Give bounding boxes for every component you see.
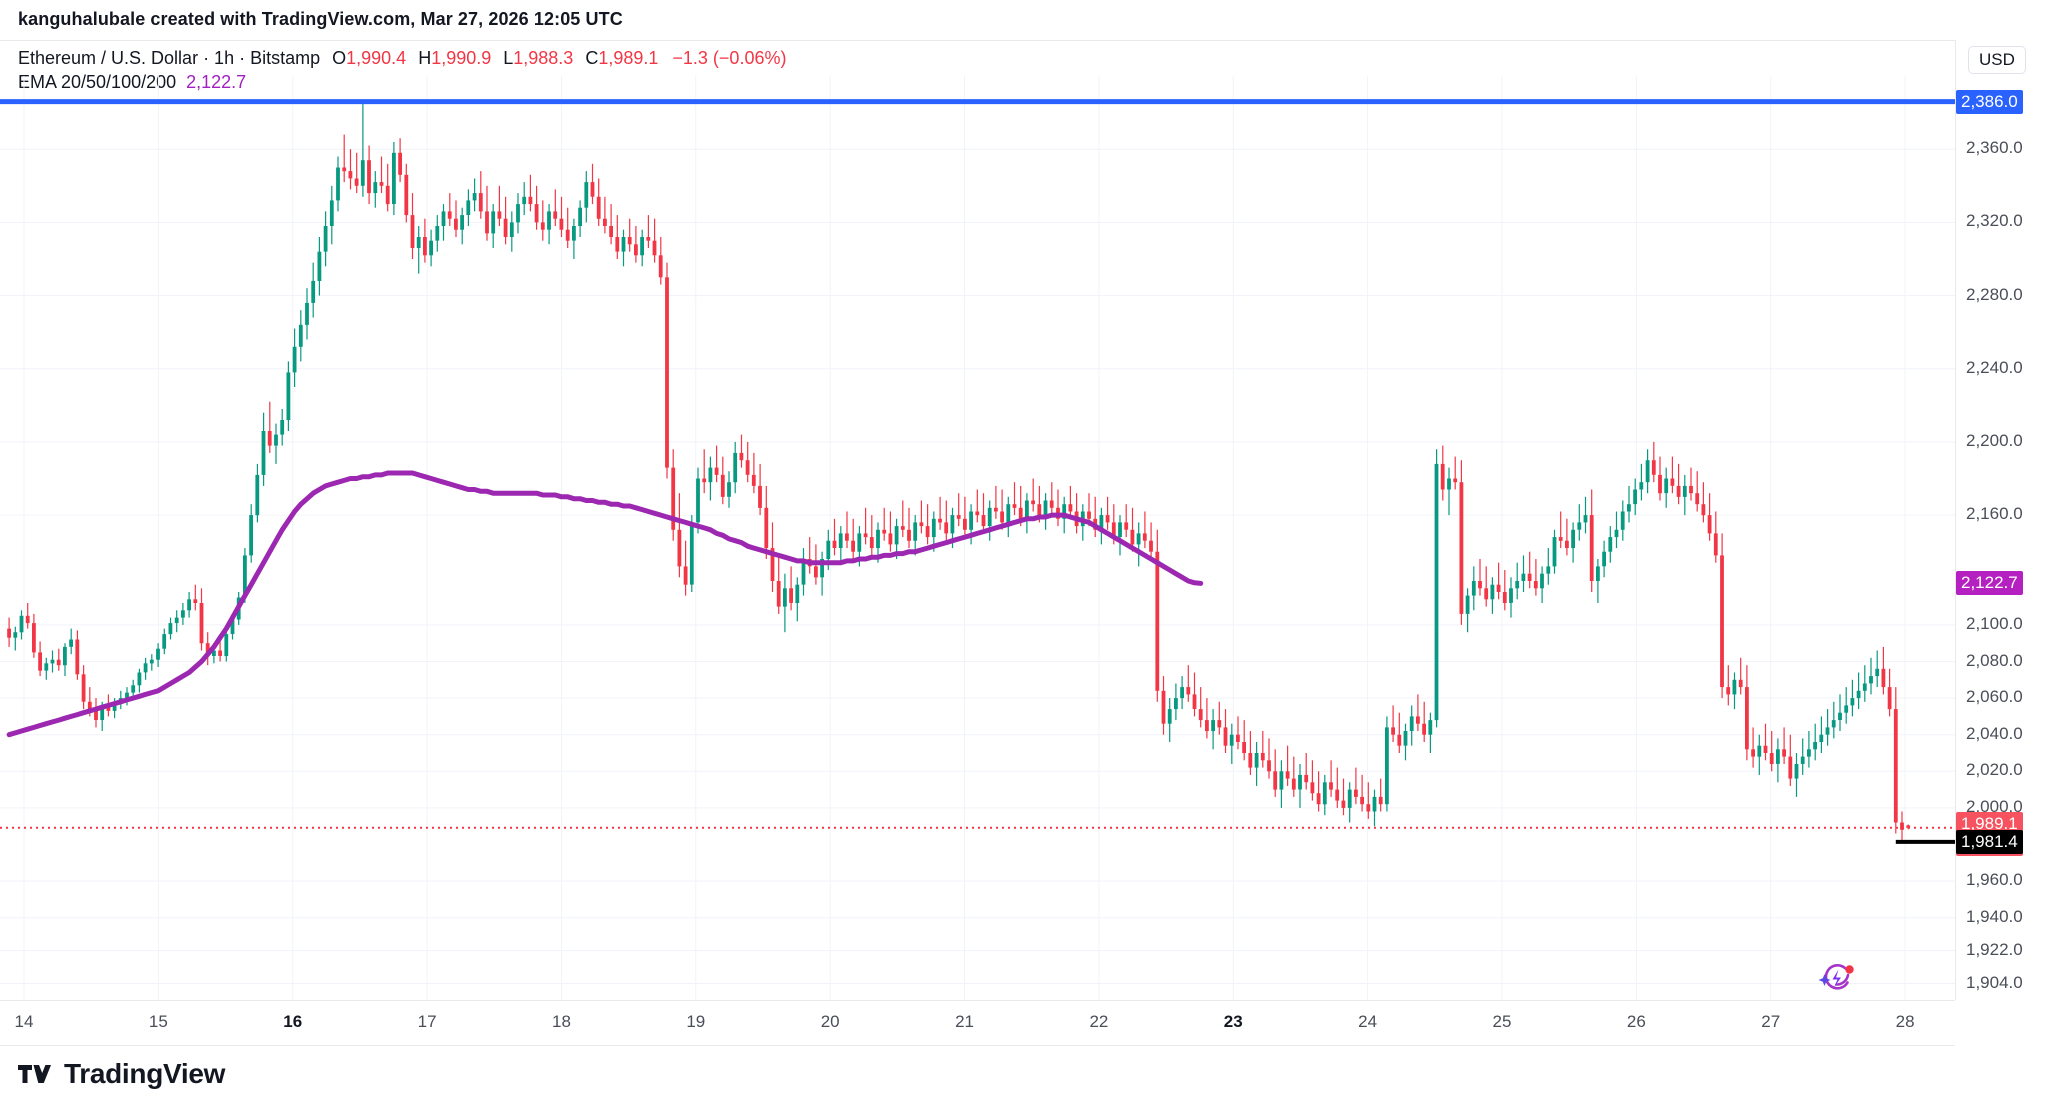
ema-value-badge-value: 2,122.7	[1961, 573, 2018, 593]
price-tick-label: 2,060.0	[1966, 687, 2023, 707]
price-tick-label: 2,200.0	[1966, 430, 2023, 450]
time-tick-label: 20	[820, 1012, 840, 1031]
price-tick-label: 2,040.0	[1966, 723, 2023, 743]
tradingview-logo-icon	[18, 1065, 51, 1083]
price-tick-label: 1,904.0	[1966, 972, 2023, 992]
legend-ema-value: 2,122.7	[186, 72, 247, 92]
price-tick-label: 2,080.0	[1966, 650, 2023, 670]
legend-low-key: L	[503, 48, 514, 68]
time-tick-label: 16	[283, 1012, 303, 1031]
time-scale[interactable]: 14 15 16 17 18 19 20 21 22 23 24 25 26 27 28	[0, 1000, 1955, 1046]
candlestick-svg	[0, 76, 1955, 1000]
legend-high-value: 1,990.9	[431, 48, 492, 68]
time-tick-label: 27	[1761, 1012, 1781, 1031]
time-tick-label: 26	[1626, 1012, 1646, 1031]
time-tick-label: 14	[14, 1012, 34, 1031]
price-tick-label: 2,000.0	[1966, 796, 2023, 816]
price-tick-label: 1,960.0	[1966, 870, 2023, 890]
price-tick-label: 1,922.0	[1966, 939, 2023, 959]
resistance-line-badge-value: 2,386.0	[1961, 91, 2018, 111]
ai-lightning-icon[interactable]	[1812, 956, 1858, 1002]
legend-symbol-title: Ethereum / U.S. Dollar · 1h · Bitstamp	[18, 48, 321, 68]
grid-lines	[0, 148, 1955, 984]
time-tick-label: 18	[551, 1012, 571, 1031]
time-tick-label: 22	[1089, 1012, 1109, 1031]
time-tick-label: 24	[1358, 1012, 1378, 1031]
price-tick-label: 2,020.0	[1966, 760, 2023, 780]
ema-value-badge[interactable]: 2,122.7	[1956, 571, 2023, 596]
price-tick-label: 2,100.0	[1966, 613, 2023, 633]
currency-chip[interactable]: USD	[1968, 46, 2026, 74]
legend-high-key: H	[418, 48, 432, 68]
price-tick-label: 2,320.0	[1966, 211, 2023, 231]
time-tick-label: 28	[1895, 1012, 1915, 1031]
bid-price-badge-value: 1,981.4	[1961, 831, 2018, 851]
tradingview-wordmark: TradingView	[64, 1058, 226, 1089]
attribution-text: kanguhalubale created with TradingView.c…	[18, 9, 623, 29]
price-scale[interactable]: USD 2,360.0 2,320.0 2,280.0 2,240.0 2,200.0 2…	[1955, 40, 2048, 1000]
legend-symbol-row[interactable]: Ethereum / U.S. Dollar · 1h · Bitstamp O1…	[18, 46, 786, 70]
time-tick-label: 25	[1492, 1012, 1512, 1031]
header-divider	[0, 40, 2048, 41]
price-tick-label: 2,240.0	[1966, 357, 2023, 377]
price-tick-label: 2,280.0	[1966, 284, 2023, 304]
resistance-line-badge[interactable]: 2,386.0	[1956, 89, 2023, 114]
price-tick-label: 2,360.0	[1966, 138, 2023, 158]
bid-price-badge[interactable]: 1,981.4	[1956, 829, 2023, 854]
legend-low-value: 1,988.3	[513, 48, 574, 68]
legend-open-value: 1,990.4	[346, 48, 407, 68]
time-tick-label: 15	[148, 1012, 168, 1031]
price-tick-label: 1,940.0	[1966, 906, 2023, 926]
last-price-badge-value: 1,989.1	[1961, 813, 2018, 833]
ema-line	[6, 470, 1204, 738]
legend-change: −1.3 (−0.06%)	[672, 48, 787, 68]
legend-open-key: O	[332, 48, 347, 68]
legend-indicator-row[interactable]: EMA 20/50/100/200 2,122.7	[18, 70, 786, 94]
legend-close-value: 1,989.1	[598, 48, 659, 68]
chart-plot-area[interactable]	[0, 76, 1955, 1000]
time-tick-label: 19	[686, 1012, 706, 1031]
chart-legend: Ethereum / U.S. Dollar · 1h · Bitstamp O1…	[18, 46, 786, 94]
legend-ema-name: EMA 20/50/100/200	[18, 72, 177, 92]
time-tick-label: 23	[1223, 1012, 1243, 1031]
time-tick-label: 17	[417, 1012, 437, 1031]
legend-close-key: C	[585, 48, 599, 68]
tradingview-brand: TradingView	[18, 1058, 225, 1090]
time-tick-label: 21	[955, 1012, 975, 1031]
price-tick-label: 2,160.0	[1966, 504, 2023, 524]
